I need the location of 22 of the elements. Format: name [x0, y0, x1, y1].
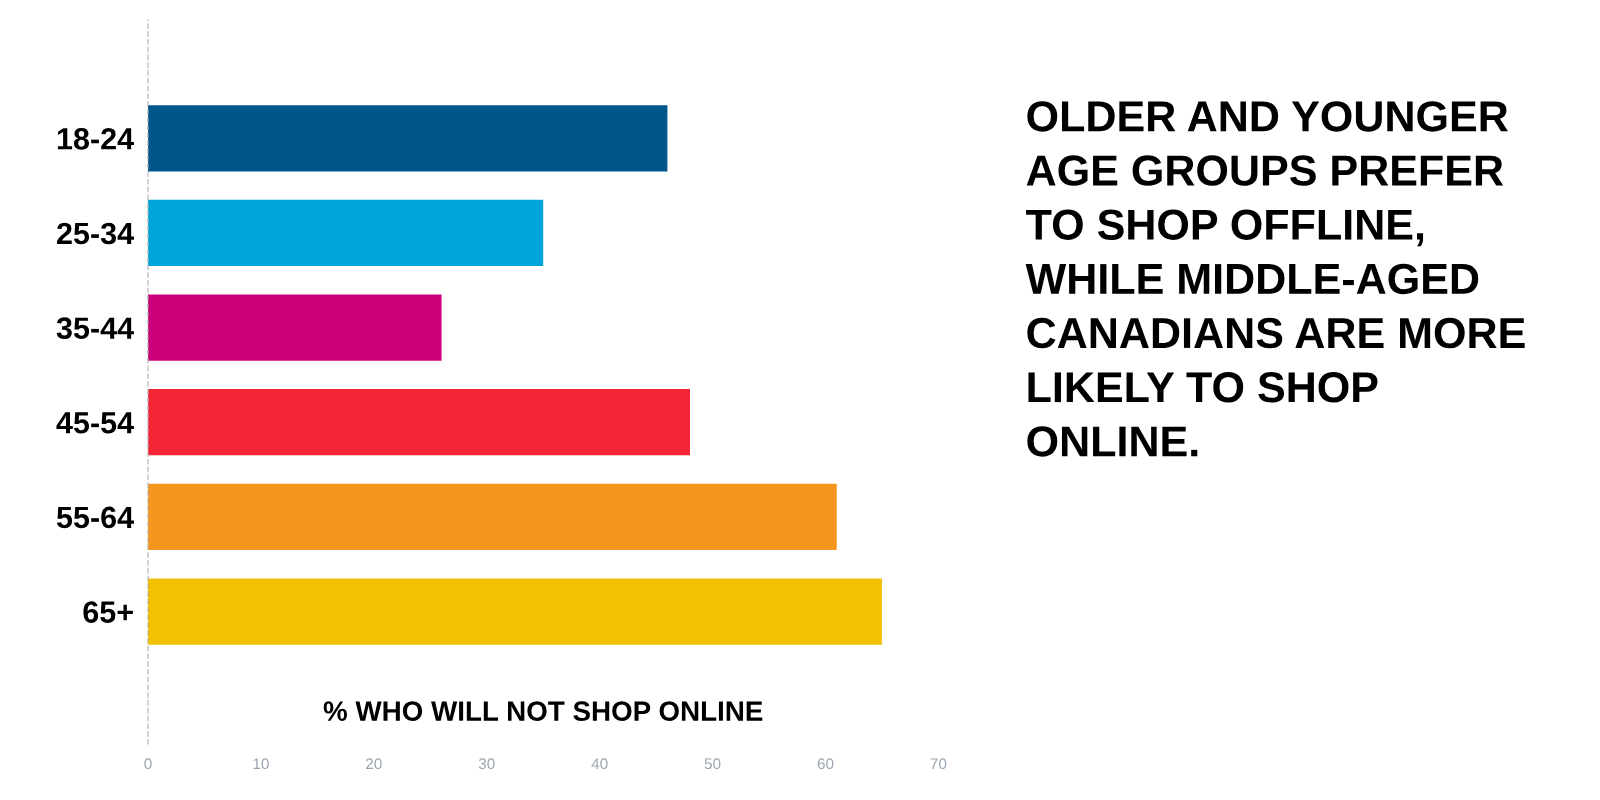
x-tick-label: 50 — [704, 758, 721, 770]
y-tick-label: 45-54 — [56, 412, 134, 434]
text: OLDER AND YOUNGER AGE GROUPS PREFER TO SHOP OFFLINE, WHILE MIDDLE-AGED CANADIANS ARE MORE LIKELY TO SHOP ONLINE. — [1025, 101, 1525, 457]
y-tick-label: 25-34 — [57, 222, 134, 245]
y-tick-label: 35-44 — [56, 317, 134, 339]
bar — [148, 389, 690, 456]
x-tick-label: 20 — [366, 758, 382, 770]
x-tick-label: 0 — [144, 758, 152, 770]
x-tick-label: 60 — [817, 758, 834, 770]
bar — [148, 199, 544, 267]
y-tick-label: 18-24 — [57, 128, 134, 150]
bar — [148, 483, 837, 550]
y-tick-label: 55-64 — [56, 506, 134, 529]
x-tick-label: 30 — [478, 758, 495, 770]
bar — [148, 105, 668, 172]
x-tick-label: 40 — [591, 758, 608, 770]
x-tick-label: 70 — [930, 758, 947, 770]
bar — [148, 578, 882, 645]
y-tick-label: 65+ — [83, 601, 133, 623]
x-axis-title: % WHO WILL NOT SHOP ONLINE — [323, 701, 763, 721]
x-tick-label: 10 — [253, 758, 269, 770]
bar — [148, 294, 442, 361]
